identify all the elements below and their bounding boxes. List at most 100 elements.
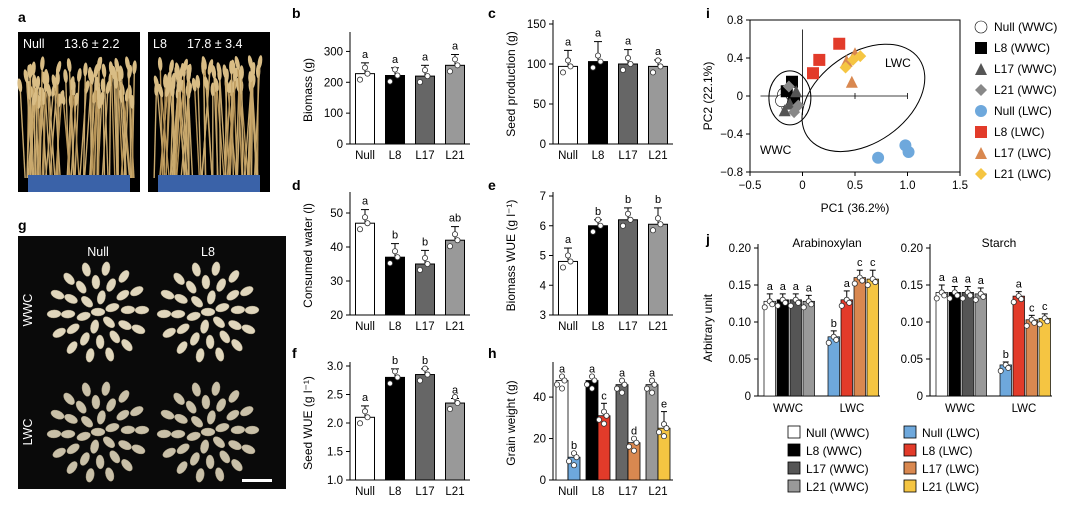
x-tick-label: L21 (445, 321, 464, 333)
data-dot (946, 295, 953, 302)
x-tick-label: 1.5 (952, 180, 968, 192)
y-axis-label: Seed production (g) (504, 31, 518, 136)
y-tick-label: 0.05 (729, 354, 751, 366)
data-dot (416, 377, 423, 384)
y-tick-label: 300 (324, 46, 343, 58)
y-tick-label: 40 (533, 392, 546, 404)
bar (355, 222, 375, 316)
significance-letter: b (392, 355, 398, 367)
data-dot (941, 292, 948, 299)
point-marker (854, 50, 867, 63)
wheat-ear (101, 63, 107, 78)
significance-letter: a (422, 51, 429, 63)
plant-stem (237, 80, 243, 179)
seed (66, 341, 78, 354)
data-dot (597, 222, 604, 229)
seed (91, 274, 101, 290)
y-tick-label: 3 (540, 310, 546, 322)
data-dot (967, 292, 974, 299)
plant-stem (120, 68, 127, 179)
significance-letter: a (793, 281, 800, 293)
point-marker (975, 42, 987, 54)
seed (85, 348, 95, 363)
seed (160, 409, 175, 420)
plant-stem (68, 61, 75, 179)
plant-stem (205, 79, 213, 179)
data-dot (650, 227, 657, 234)
seed (176, 461, 188, 474)
plant-stem (72, 84, 80, 179)
bar (558, 65, 578, 145)
legend-swatch (787, 443, 801, 457)
legend-label: L17 (WWC) (994, 62, 1057, 76)
plant-stem (253, 58, 261, 179)
plant-stem (153, 84, 158, 179)
plant-stem (213, 68, 219, 179)
y-tick-label: 0.20 (901, 243, 923, 255)
significance-letter: b (571, 440, 577, 452)
wheat-ear (186, 68, 192, 82)
seed (118, 440, 132, 451)
seed (226, 409, 240, 421)
y-tick-label: 0.4 (727, 53, 744, 65)
plant-stem (74, 71, 81, 179)
plant-stem (226, 81, 235, 179)
significance-letter: a (452, 384, 459, 396)
data-dot (795, 299, 802, 306)
seed (118, 320, 132, 331)
seed (185, 280, 197, 294)
plant-stem (116, 60, 124, 179)
data-dot (394, 374, 401, 381)
plant-stem (229, 70, 237, 179)
significance-letter: a (362, 196, 369, 208)
y-tick-label: 5 (540, 251, 546, 263)
significance-letter: a (780, 281, 787, 293)
chart-panel-e: 3 4 5 6 7 Biomass WUE (g l⁻¹) e a Null b L8 b L17 b L2… (488, 177, 673, 333)
data-dot (554, 381, 561, 388)
seed (219, 330, 231, 344)
seed (101, 261, 111, 276)
data-dot (560, 264, 567, 271)
bar (618, 219, 638, 316)
data-dot (833, 336, 840, 343)
data-dot (391, 66, 398, 73)
significance-letter: a (939, 272, 946, 284)
bar (802, 300, 815, 397)
y-tick-label: 0 (540, 475, 546, 487)
bar (1012, 295, 1025, 397)
bar (853, 277, 866, 397)
legend-label: L8 (LWC) (994, 125, 1044, 139)
bar (935, 292, 948, 397)
x-tick-label: Null (558, 486, 578, 498)
data-dot (601, 420, 608, 427)
data-dot (933, 295, 940, 302)
data-dot (656, 429, 663, 436)
seed (176, 323, 190, 335)
data-dot (631, 447, 638, 454)
x-tick-label: L8 (592, 486, 605, 498)
seed (63, 392, 75, 405)
bar (948, 292, 961, 397)
x-tick-label: L8 (389, 486, 402, 498)
data-dot (620, 67, 627, 74)
bar (445, 402, 465, 481)
plant-stem (97, 97, 101, 179)
plant-stem (19, 81, 26, 179)
significance-letter: c (870, 257, 876, 269)
y-tick-label: 3.0 (327, 361, 343, 373)
x-tick-label: Null (355, 321, 375, 333)
y-tick-label: 0 (737, 91, 743, 103)
significance-letter: c (1042, 301, 1048, 313)
data-dot (559, 385, 566, 392)
significance-letter: b (831, 318, 837, 330)
data-dot (633, 439, 640, 446)
significance-letter: a (559, 363, 566, 375)
cluster-label-lwc: LWC (885, 56, 911, 70)
seed (52, 327, 66, 338)
data-dot (416, 266, 423, 273)
plant-stem (193, 80, 201, 179)
seed (176, 443, 190, 455)
data-dot (561, 377, 568, 384)
plant-stem (79, 83, 88, 179)
